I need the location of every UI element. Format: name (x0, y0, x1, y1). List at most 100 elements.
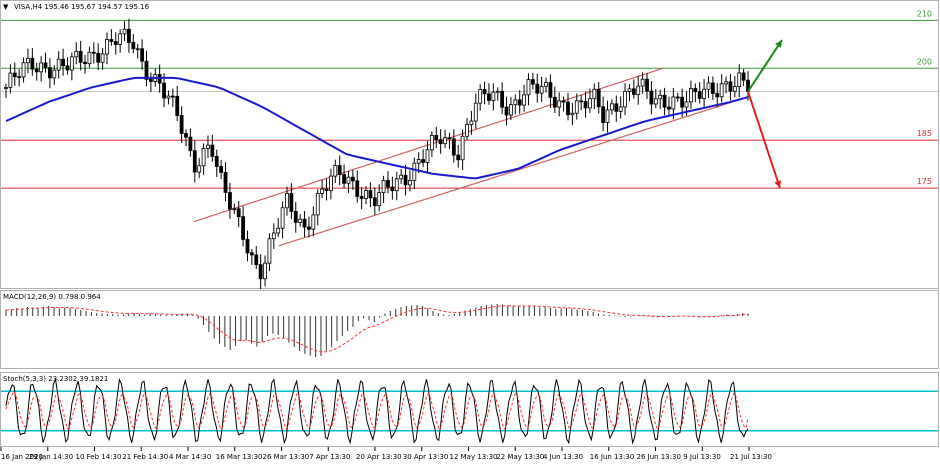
candle-body (333, 165, 338, 177)
candle (588, 88, 592, 114)
candle-body (495, 90, 500, 93)
candle-body (724, 81, 728, 85)
candle (478, 84, 483, 111)
candle (254, 246, 259, 270)
candle (566, 92, 570, 121)
candle-body (276, 227, 281, 234)
candle-body (741, 72, 746, 81)
candle (403, 165, 408, 196)
candle-body (293, 211, 298, 223)
candle (702, 79, 706, 109)
up-arrow-icon-head (775, 39, 782, 48)
candle (39, 56, 44, 82)
candle (552, 86, 557, 113)
candle-body (451, 138, 456, 156)
candle (487, 83, 491, 105)
candle-body (342, 174, 346, 184)
candle (535, 73, 540, 103)
candle (574, 93, 579, 120)
candle-body (48, 67, 52, 79)
candle (258, 254, 263, 290)
x-tick-label: 22 May 13:30 (496, 453, 544, 461)
candle (276, 218, 281, 237)
candle-body (346, 176, 351, 184)
candle-body (456, 154, 461, 161)
candle (289, 183, 294, 220)
candle (491, 83, 496, 111)
candle (737, 64, 742, 98)
candle-body (228, 192, 232, 210)
candle-body (653, 98, 658, 105)
candle-body (372, 197, 377, 207)
candle-body (21, 62, 26, 78)
candle-body (649, 90, 654, 105)
x-tick-label: 29 Jan 14:30 (29, 453, 73, 461)
candle (206, 135, 210, 158)
candle-body (166, 95, 171, 99)
candle-body (285, 193, 289, 209)
candle (710, 76, 715, 100)
candle (17, 68, 22, 87)
candle-body (100, 53, 105, 63)
candle (197, 157, 202, 179)
candle-body (737, 72, 742, 87)
candle (232, 203, 237, 215)
candle-body (438, 139, 443, 145)
candle (210, 134, 215, 162)
candle-body (267, 238, 272, 264)
x-tick-label: 26 Mar 13:30 (263, 453, 310, 461)
candle-body (302, 218, 307, 228)
candle (280, 201, 285, 239)
down-arrow-icon (747, 91, 782, 189)
candle-body (131, 42, 136, 50)
candle (596, 82, 601, 114)
candle-body (192, 150, 197, 173)
candle (368, 182, 373, 208)
candle (293, 201, 298, 233)
projection-arrows (747, 39, 783, 189)
candle (509, 97, 513, 120)
candle-body (311, 214, 316, 230)
candle (526, 73, 531, 106)
candle-body (188, 136, 193, 152)
candle (148, 72, 153, 92)
candle (131, 34, 136, 54)
candle-body (539, 85, 544, 94)
candle-body (17, 76, 22, 79)
candle-body (715, 93, 720, 98)
candle (69, 52, 74, 81)
candle (271, 223, 276, 249)
stoch-panel (0, 372, 939, 447)
x-tick-label: 16 Jun 13:30 (590, 453, 634, 461)
candle (52, 65, 57, 85)
moving-average-line (5, 76, 749, 180)
candle (100, 47, 105, 70)
candle-body (579, 100, 584, 103)
candle-body (377, 192, 382, 207)
candle (601, 96, 606, 132)
candle-body (421, 159, 426, 163)
candle (302, 211, 307, 238)
candle-body (605, 109, 610, 123)
candle (311, 206, 316, 237)
candle (649, 81, 654, 115)
candle (61, 48, 65, 76)
chart-menu-icon[interactable]: ▼ (3, 3, 9, 11)
candle-body (162, 82, 166, 99)
candle-body (4, 87, 8, 89)
candle-body (245, 238, 250, 254)
candle (78, 40, 83, 71)
candle (144, 50, 149, 87)
candle (350, 170, 355, 190)
candle (614, 95, 619, 122)
candle-body (337, 165, 342, 175)
candle-body (509, 104, 513, 116)
candle-body (667, 106, 671, 110)
candle-body (609, 103, 614, 111)
channel-line-1 (193, 67, 663, 223)
candle (298, 214, 303, 227)
stoch-signal-line (5, 390, 749, 431)
candle-body (434, 134, 439, 141)
candle-body (693, 88, 698, 93)
candle-body (368, 190, 373, 199)
